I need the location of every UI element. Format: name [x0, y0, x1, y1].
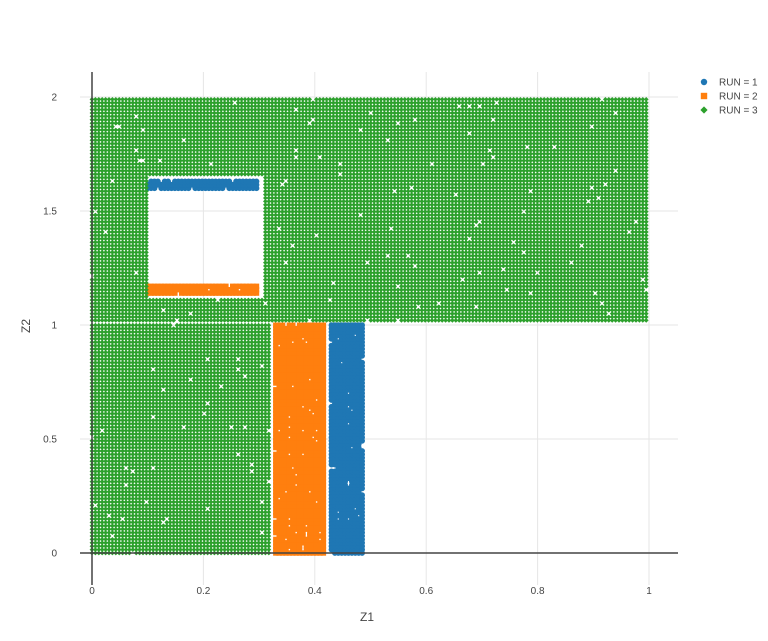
- data-point: [155, 178, 161, 185]
- data-point: [253, 178, 260, 185]
- data-point: [253, 283, 260, 289]
- marks-layer: [89, 97, 649, 556]
- data-point: [279, 322, 286, 328]
- data-point: [290, 322, 296, 328]
- data-point: [266, 482, 272, 488]
- data-point: [320, 322, 327, 328]
- data-point: [223, 283, 229, 289]
- series-3-points: [89, 97, 649, 556]
- series-1-points: [144, 178, 365, 556]
- data-point: [226, 178, 233, 185]
- data-point: [266, 431, 272, 437]
- data-point: [359, 322, 365, 329]
- data-point: [165, 178, 172, 185]
